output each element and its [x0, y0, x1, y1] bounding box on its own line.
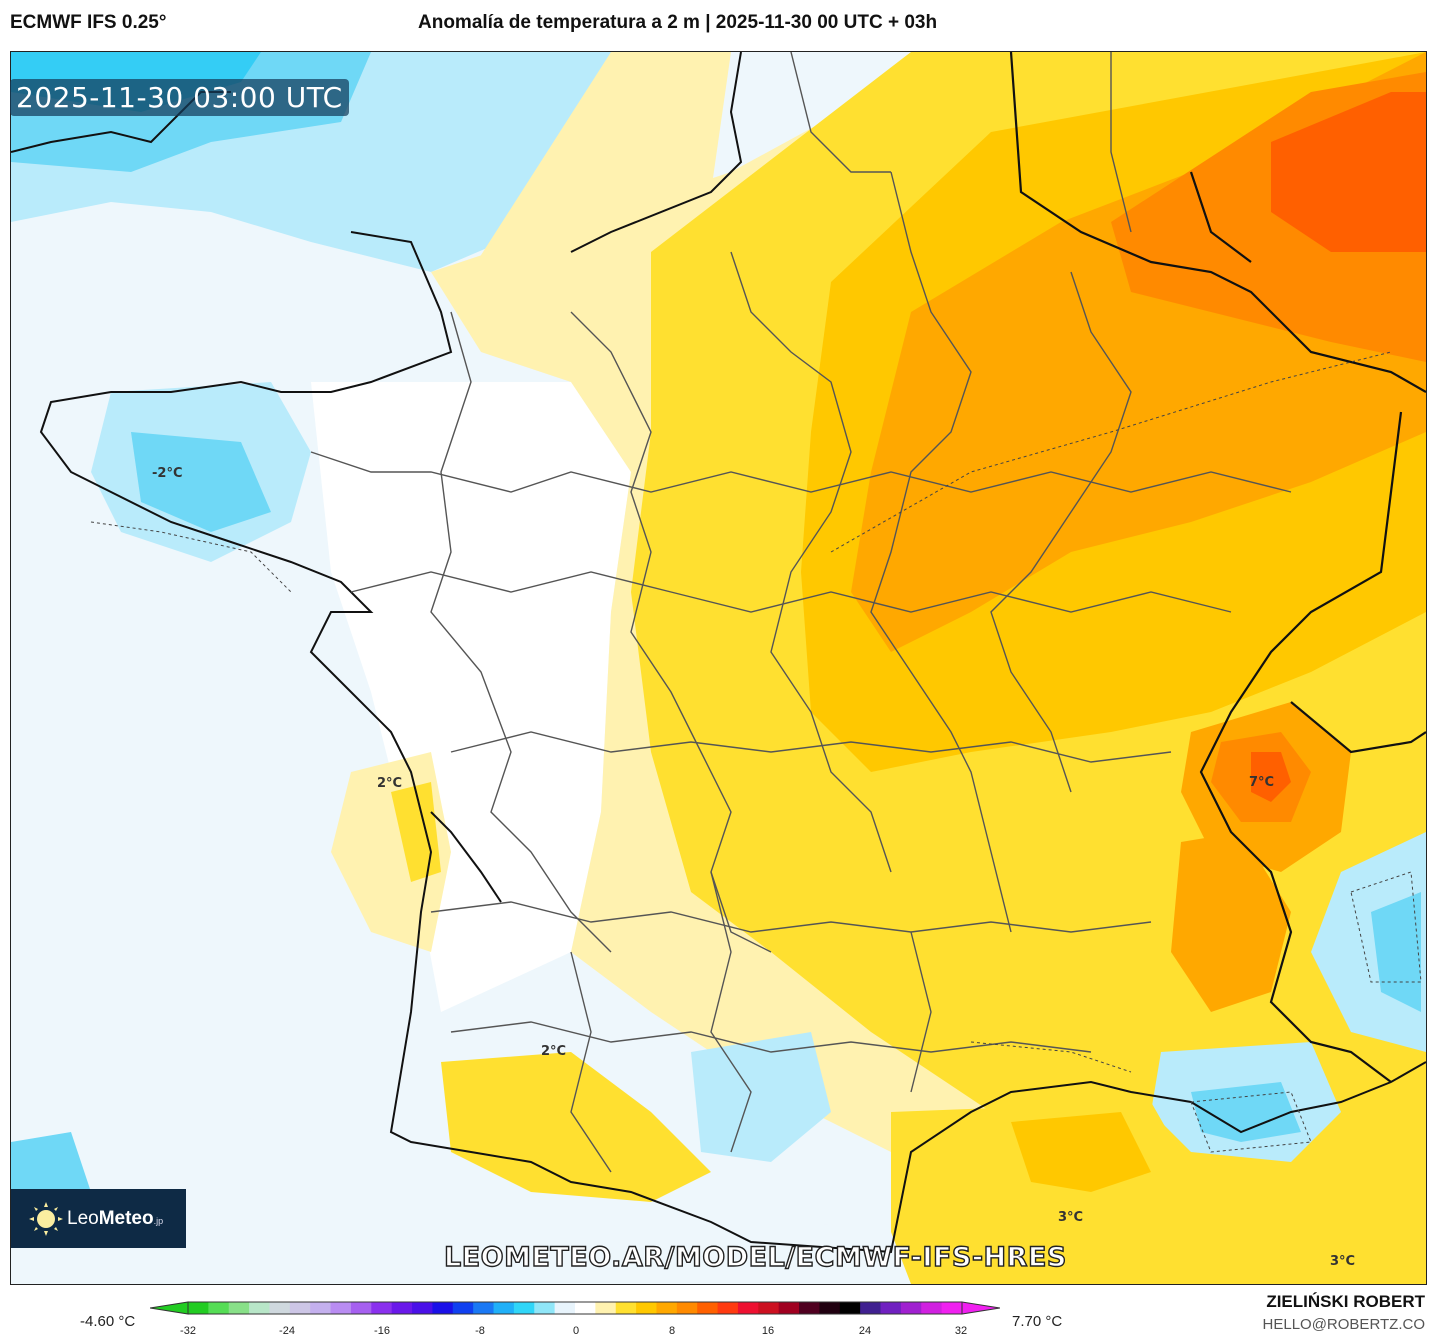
map-field [11, 52, 1426, 1284]
colorbar-tick: -16 [374, 1325, 390, 1337]
contour-label: 2°C [377, 776, 403, 791]
valid-time-badge: 2025-11-30 03:00 UTC [10, 79, 349, 116]
model-name: ECMWF IFS 0.25° [10, 12, 167, 33]
colorbar-gradient [149, 1301, 1001, 1315]
colorbar [149, 1300, 1001, 1315]
contour-label: 7°C [1249, 775, 1275, 790]
author-email[interactable]: HELLO@ROBERTZ.CO [1262, 1316, 1425, 1333]
contour-label: 3°C [1330, 1254, 1356, 1269]
colorbar-max-value: 7.70 °C [1012, 1313, 1063, 1330]
contour-label: 3°C [1058, 1210, 1084, 1225]
watermark-url: LEOMETEO.AR/MODEL/ECMWF-IFS-HRES [443, 1241, 1067, 1273]
colorbar-min-value: -4.60 °C [80, 1313, 136, 1330]
colorbar-tick: 24 [858, 1325, 872, 1337]
colorbar-tick: 16 [761, 1325, 775, 1337]
colorbar-tick: -8 [475, 1325, 485, 1337]
temperature-anomaly-map[interactable] [10, 51, 1427, 1285]
colorbar-tick: -32 [180, 1325, 196, 1337]
colorbar-tick: 8 [668, 1325, 676, 1337]
sun-icon [29, 1201, 63, 1236]
colorbar-tick: -24 [279, 1325, 295, 1337]
map-title: Anomalía de temperatura a 2 m | 2025-11-… [418, 12, 938, 33]
logo-text: LeoMeteo.jp [67, 1207, 164, 1229]
colorbar-tick: 32 [954, 1325, 968, 1337]
author-name: ZIELIŃSKI ROBERT [1266, 1292, 1425, 1311]
contour-label: 2°C [541, 1044, 567, 1059]
contour-label: -2°C [152, 466, 183, 481]
leometeo-logo[interactable]: LeoMeteo.jp [11, 1189, 186, 1248]
colorbar-tick: 0 [572, 1325, 580, 1337]
